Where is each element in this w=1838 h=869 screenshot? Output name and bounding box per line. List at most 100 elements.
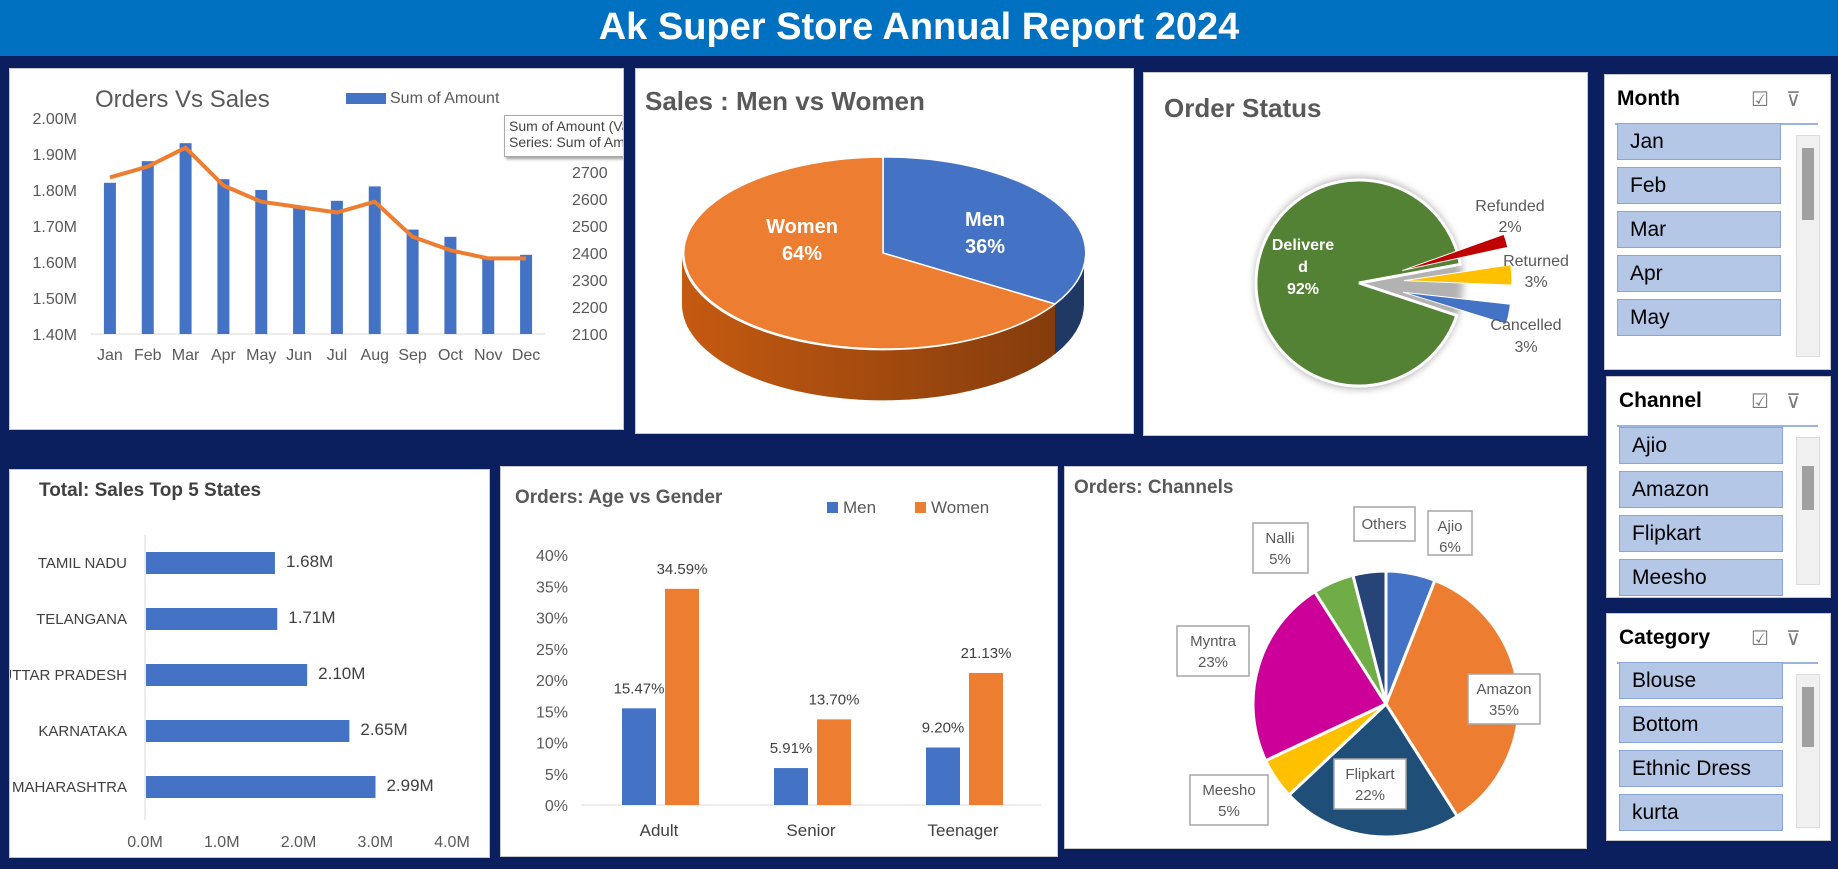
pie-slice-delivered[interactable]: [1254, 178, 1463, 388]
slicer-category-scrollbar[interactable]: [1796, 674, 1820, 828]
slicer-item-bottom[interactable]: Bottom: [1619, 706, 1783, 743]
sales-bar[interactable]: [103, 182, 116, 334]
slicer-item-blouse[interactable]: Blouse: [1619, 662, 1783, 699]
sales-gender-chart[interactable]: Sales : Men vs Women Men 36% Women 64%: [635, 68, 1134, 434]
women-bar[interactable]: [665, 588, 699, 805]
multi-select-icon[interactable]: ☑: [1751, 391, 1769, 413]
channel-slice-others[interactable]: [1351, 569, 1388, 705]
sales-bar[interactable]: [444, 236, 457, 334]
pie-slice-women[interactable]: [682, 156, 1057, 350]
sales-bar[interactable]: [255, 190, 268, 334]
sales-bar[interactable]: [482, 258, 495, 334]
scroll-thumb[interactable]: [1802, 687, 1814, 747]
state-bar[interactable]: [146, 664, 308, 686]
top-states-title: Total: Sales Top 5 States: [39, 480, 261, 501]
sales-bar[interactable]: [406, 229, 419, 334]
multi-select-icon[interactable]: ☑: [1751, 628, 1769, 650]
top-states-svg: Total: Sales Top 5 States TAMIL NADU 1.68…: [10, 480, 470, 851]
legend-label-men: Men: [843, 498, 876, 517]
state-value-label: 1.68M: [286, 552, 333, 571]
cancelled-value: 3%: [1514, 339, 1537, 356]
slicer-header-divider: [1617, 425, 1818, 427]
slicer-item-kurta[interactable]: kurta: [1619, 794, 1783, 831]
report-title: Ak Super Store Annual Report 2024: [598, 6, 1240, 48]
sales-bar[interactable]: [368, 186, 381, 334]
callout-value: 5%: [1218, 803, 1240, 820]
chart-tooltip: Sum of Amount (Values) Series: Sum of Am…: [504, 115, 623, 157]
channels-title: Orders: Channels: [1074, 477, 1233, 498]
order-status-chart[interactable]: Order Status Delivere d 92% Refunded 2% …: [1143, 72, 1588, 436]
slicer-channel-title: Channel: [1619, 389, 1702, 412]
age-gender-title: Orders: Age vs Gender: [515, 487, 723, 508]
state-bar[interactable]: [146, 720, 350, 742]
bar-data-label: 34.59%: [657, 561, 708, 578]
slicer-channel-scrollbar[interactable]: [1796, 437, 1820, 585]
tooltip-line-1: Sum of Amount (Values): [509, 118, 623, 134]
women-label: Women: [766, 216, 838, 238]
y-tick-label: 1.80M: [33, 183, 77, 200]
slicer-item-amazon[interactable]: Amazon: [1619, 471, 1783, 508]
callout-name: Ajio: [1437, 518, 1462, 535]
y2-tick-label: 2100: [572, 327, 608, 344]
sales-bar[interactable]: [520, 254, 533, 334]
slicer-item-apr[interactable]: Apr: [1617, 255, 1781, 292]
y2-tick-label: 2300: [572, 273, 608, 290]
slicer-item-may[interactable]: May: [1617, 299, 1781, 336]
x-tick-label: Aug: [361, 347, 389, 364]
slicer-item-jan[interactable]: Jan: [1617, 123, 1781, 160]
y-tick-label: 40%: [536, 548, 568, 565]
sales-bar[interactable]: [293, 208, 306, 334]
channel-slice-myntra[interactable]: [1251, 589, 1389, 763]
pie-slice-cancelled[interactable]: [1402, 291, 1511, 325]
clear-filter-icon[interactable]: ⊽: [1786, 89, 1801, 111]
legend-swatch-men: [827, 502, 838, 513]
slicer-item-ethnic-dress[interactable]: Ethnic Dress: [1619, 750, 1783, 787]
sales-bar[interactable]: [141, 161, 154, 334]
multi-select-icon[interactable]: ☑: [1751, 89, 1769, 111]
y-tick-label: 1.50M: [33, 291, 77, 308]
y-tick-label: 20%: [536, 673, 568, 690]
pie-slice-refunded[interactable]: [1402, 233, 1509, 272]
x-tick-label: Jul: [327, 347, 347, 364]
y2-tick-label: 2600: [572, 192, 608, 209]
legend-swatch-women: [915, 502, 926, 513]
state-bar[interactable]: [146, 552, 275, 574]
slicer-item-flipkart[interactable]: Flipkart: [1619, 515, 1783, 552]
sales-gender-title: Sales : Men vs Women: [645, 86, 925, 116]
ovs-title: Orders Vs Sales: [95, 86, 270, 113]
slicer-month[interactable]: Month ☑ ⊽ Jan Feb Mar Apr May: [1604, 74, 1831, 370]
women-bar[interactable]: [817, 719, 851, 805]
women-value: 64%: [782, 243, 822, 265]
sales-bar[interactable]: [330, 200, 343, 334]
slicer-item-feb[interactable]: Feb: [1617, 167, 1781, 204]
channels-chart[interactable]: Orders: Channels Ajio 6% Amazon 35% Flipkart…: [1064, 466, 1587, 849]
clear-filter-icon[interactable]: ⊽: [1786, 628, 1801, 650]
y-tick-label: 2.00M: [33, 111, 77, 128]
x-tick-label: Sep: [398, 347, 427, 364]
sales-bar[interactable]: [217, 179, 230, 334]
clear-filter-icon[interactable]: ⊽: [1786, 391, 1801, 413]
scroll-thumb[interactable]: [1802, 466, 1814, 510]
state-bar[interactable]: [146, 608, 278, 630]
slicer-item-ajio[interactable]: Ajio: [1619, 427, 1783, 464]
age-gender-chart[interactable]: Orders: Age vs Gender Men Women 0% 5% 10% 1…: [500, 466, 1058, 857]
slicer-month-scrollbar[interactable]: [1796, 135, 1820, 357]
x-tick-label: Apr: [211, 347, 237, 364]
slicer-category[interactable]: Category ☑ ⊽ Blouse Bottom Ethnic Dress kur…: [1606, 613, 1831, 841]
men-bar[interactable]: [926, 747, 960, 806]
callout-box: [1353, 506, 1416, 542]
slicer-channel[interactable]: Channel ☑ ⊽ Ajio Amazon Flipkart Meesho: [1606, 376, 1831, 598]
orders-line[interactable]: [109, 145, 527, 261]
sales-bar[interactable]: [179, 143, 192, 334]
top-states-chart[interactable]: Total: Sales Top 5 States TAMIL NADU 1.68…: [9, 469, 490, 858]
state-bar[interactable]: [146, 776, 376, 798]
orders-vs-sales-chart[interactable]: Orders Vs Sales Sum of Amount 1.40M 1.50M…: [9, 68, 624, 430]
slicer-item-meesho[interactable]: Meesho: [1619, 559, 1783, 596]
scroll-thumb[interactable]: [1802, 148, 1814, 220]
men-bar[interactable]: [622, 708, 656, 805]
pie-slice-returned[interactable]: [1403, 264, 1513, 286]
women-bar[interactable]: [969, 672, 1003, 805]
men-bar[interactable]: [774, 768, 808, 805]
bar-data-label: 13.70%: [809, 691, 860, 708]
slicer-item-mar[interactable]: Mar: [1617, 211, 1781, 248]
